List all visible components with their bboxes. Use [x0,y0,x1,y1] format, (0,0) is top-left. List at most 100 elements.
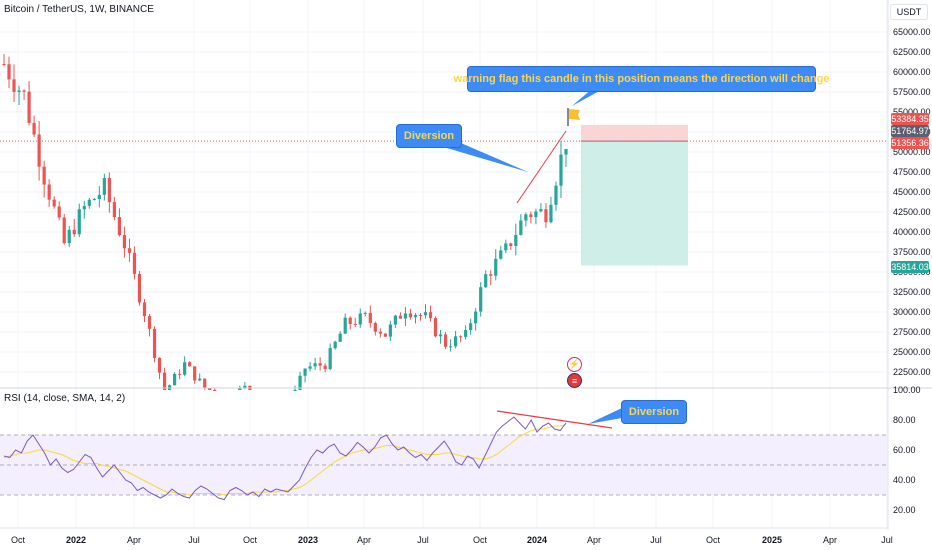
y-tick-label: 45000.00 [893,187,931,197]
y-tick-label: 22500.00 [893,367,931,377]
candle-body [318,363,322,366]
candle-body [27,91,31,123]
candle-body [474,311,478,324]
drawings [440,82,622,429]
candle-body [17,90,21,92]
candle-body [519,220,523,235]
candle-body [383,333,387,337]
y-tick-label: 50000.00 [893,147,931,157]
candle-body [37,134,41,167]
candle-body [479,287,483,312]
rsi-tick-label: 80.00 [893,415,916,425]
rsi-tick-label: 20.00 [893,505,916,515]
candle-body [213,390,217,391]
y-tick-label: 27500.00 [893,327,931,337]
symbol-title[interactable]: Bitcoin / TetherUS, 1W, BINANCE [4,4,154,15]
candle-body [102,178,106,195]
y-tick-label: 55000.00 [893,107,931,117]
candle-body [112,202,116,217]
candle-body [464,330,468,337]
candle-body [308,366,312,369]
candle-body [7,64,11,80]
x-tick-label: Oct [243,535,258,545]
candle-body [358,313,362,325]
candle-body [333,341,337,349]
candle-body [398,315,403,319]
candle-body [423,312,428,316]
candle-body [293,390,297,391]
candle-body [448,346,453,348]
y-tick-label: 57500.00 [893,87,931,97]
candle-body [208,388,212,390]
rsi-diversion-pointer [588,408,622,424]
candle-body [303,368,307,376]
candle-body [132,252,137,274]
x-tick-label: Oct [473,535,488,545]
y-tick-label: 42500.00 [893,207,931,217]
x-tick-label: 2025 [762,535,782,545]
candle-body [418,315,423,317]
rsi-tick-label: 100.00 [893,385,921,395]
candle-body [328,348,332,370]
high-price-tag: 51764.97 [891,125,929,137]
candle-body [494,258,498,276]
candle-body [524,214,528,221]
candle-body [32,122,36,135]
candle-body [348,317,352,324]
candle-body [157,357,162,373]
candle-body [373,322,377,332]
diversion-callout-price[interactable]: Diversion [396,124,462,148]
candle-body [52,199,56,207]
candle-body [489,274,493,276]
candle-body [539,209,543,212]
candle-body [509,243,513,246]
candle-body [413,315,418,318]
candle-body [338,333,342,342]
y-tick-label: 37500.00 [893,247,931,257]
target-price-tag: 35814.03 [891,261,929,273]
candle-body [173,373,177,386]
y-tick-label: 25000.00 [893,347,931,357]
x-tick-label: Jul [650,535,662,545]
warning-flag-icon [569,109,580,120]
candle-body [82,205,86,210]
candle-body [12,79,16,92]
rsi-trendline [496,410,613,429]
candle-body [549,204,553,223]
stop-zone [581,124,688,142]
candle-body [564,149,568,155]
candle-body [343,317,347,334]
flag-note-callout[interactable]: warning flag this candle in this positio… [454,66,829,92]
rsi-tick-label: 40.00 [893,475,916,485]
candle-body [469,323,473,331]
rsi-title[interactable]: RSI (14, close, SMA, 14, 2) [4,393,126,404]
currency-selector[interactable]: USDT [890,4,928,20]
candle-body [77,209,81,235]
candle-body [438,334,443,337]
diversion-pointer [440,134,528,172]
stop-price-tag: 53384.35 [891,113,929,125]
candle-body [529,214,533,218]
diversion-callout-rsi[interactable]: Diversion [621,400,687,424]
candle-body [122,235,127,249]
candle-body [203,378,207,389]
candle-body [428,312,433,319]
y-tick-label: 47500.00 [893,167,931,177]
candle-body [313,363,317,367]
candle-body [363,312,367,314]
y-tick-label: 30000.00 [893,307,931,317]
candle-body [459,336,463,338]
lightning-icon[interactable]: ⚡ [567,357,582,372]
candle-body [443,334,448,347]
y-tick-label: 32500.00 [893,287,931,297]
us-flag-icon[interactable]: ≡ [567,373,582,388]
candle-body [97,194,101,200]
candle-body [534,211,538,218]
candle-body [147,316,152,329]
candle-body [72,229,76,235]
candle-body [22,90,26,92]
x-tick-label: Jul [417,535,429,545]
candle-body [484,274,488,288]
candle-body [499,250,503,259]
